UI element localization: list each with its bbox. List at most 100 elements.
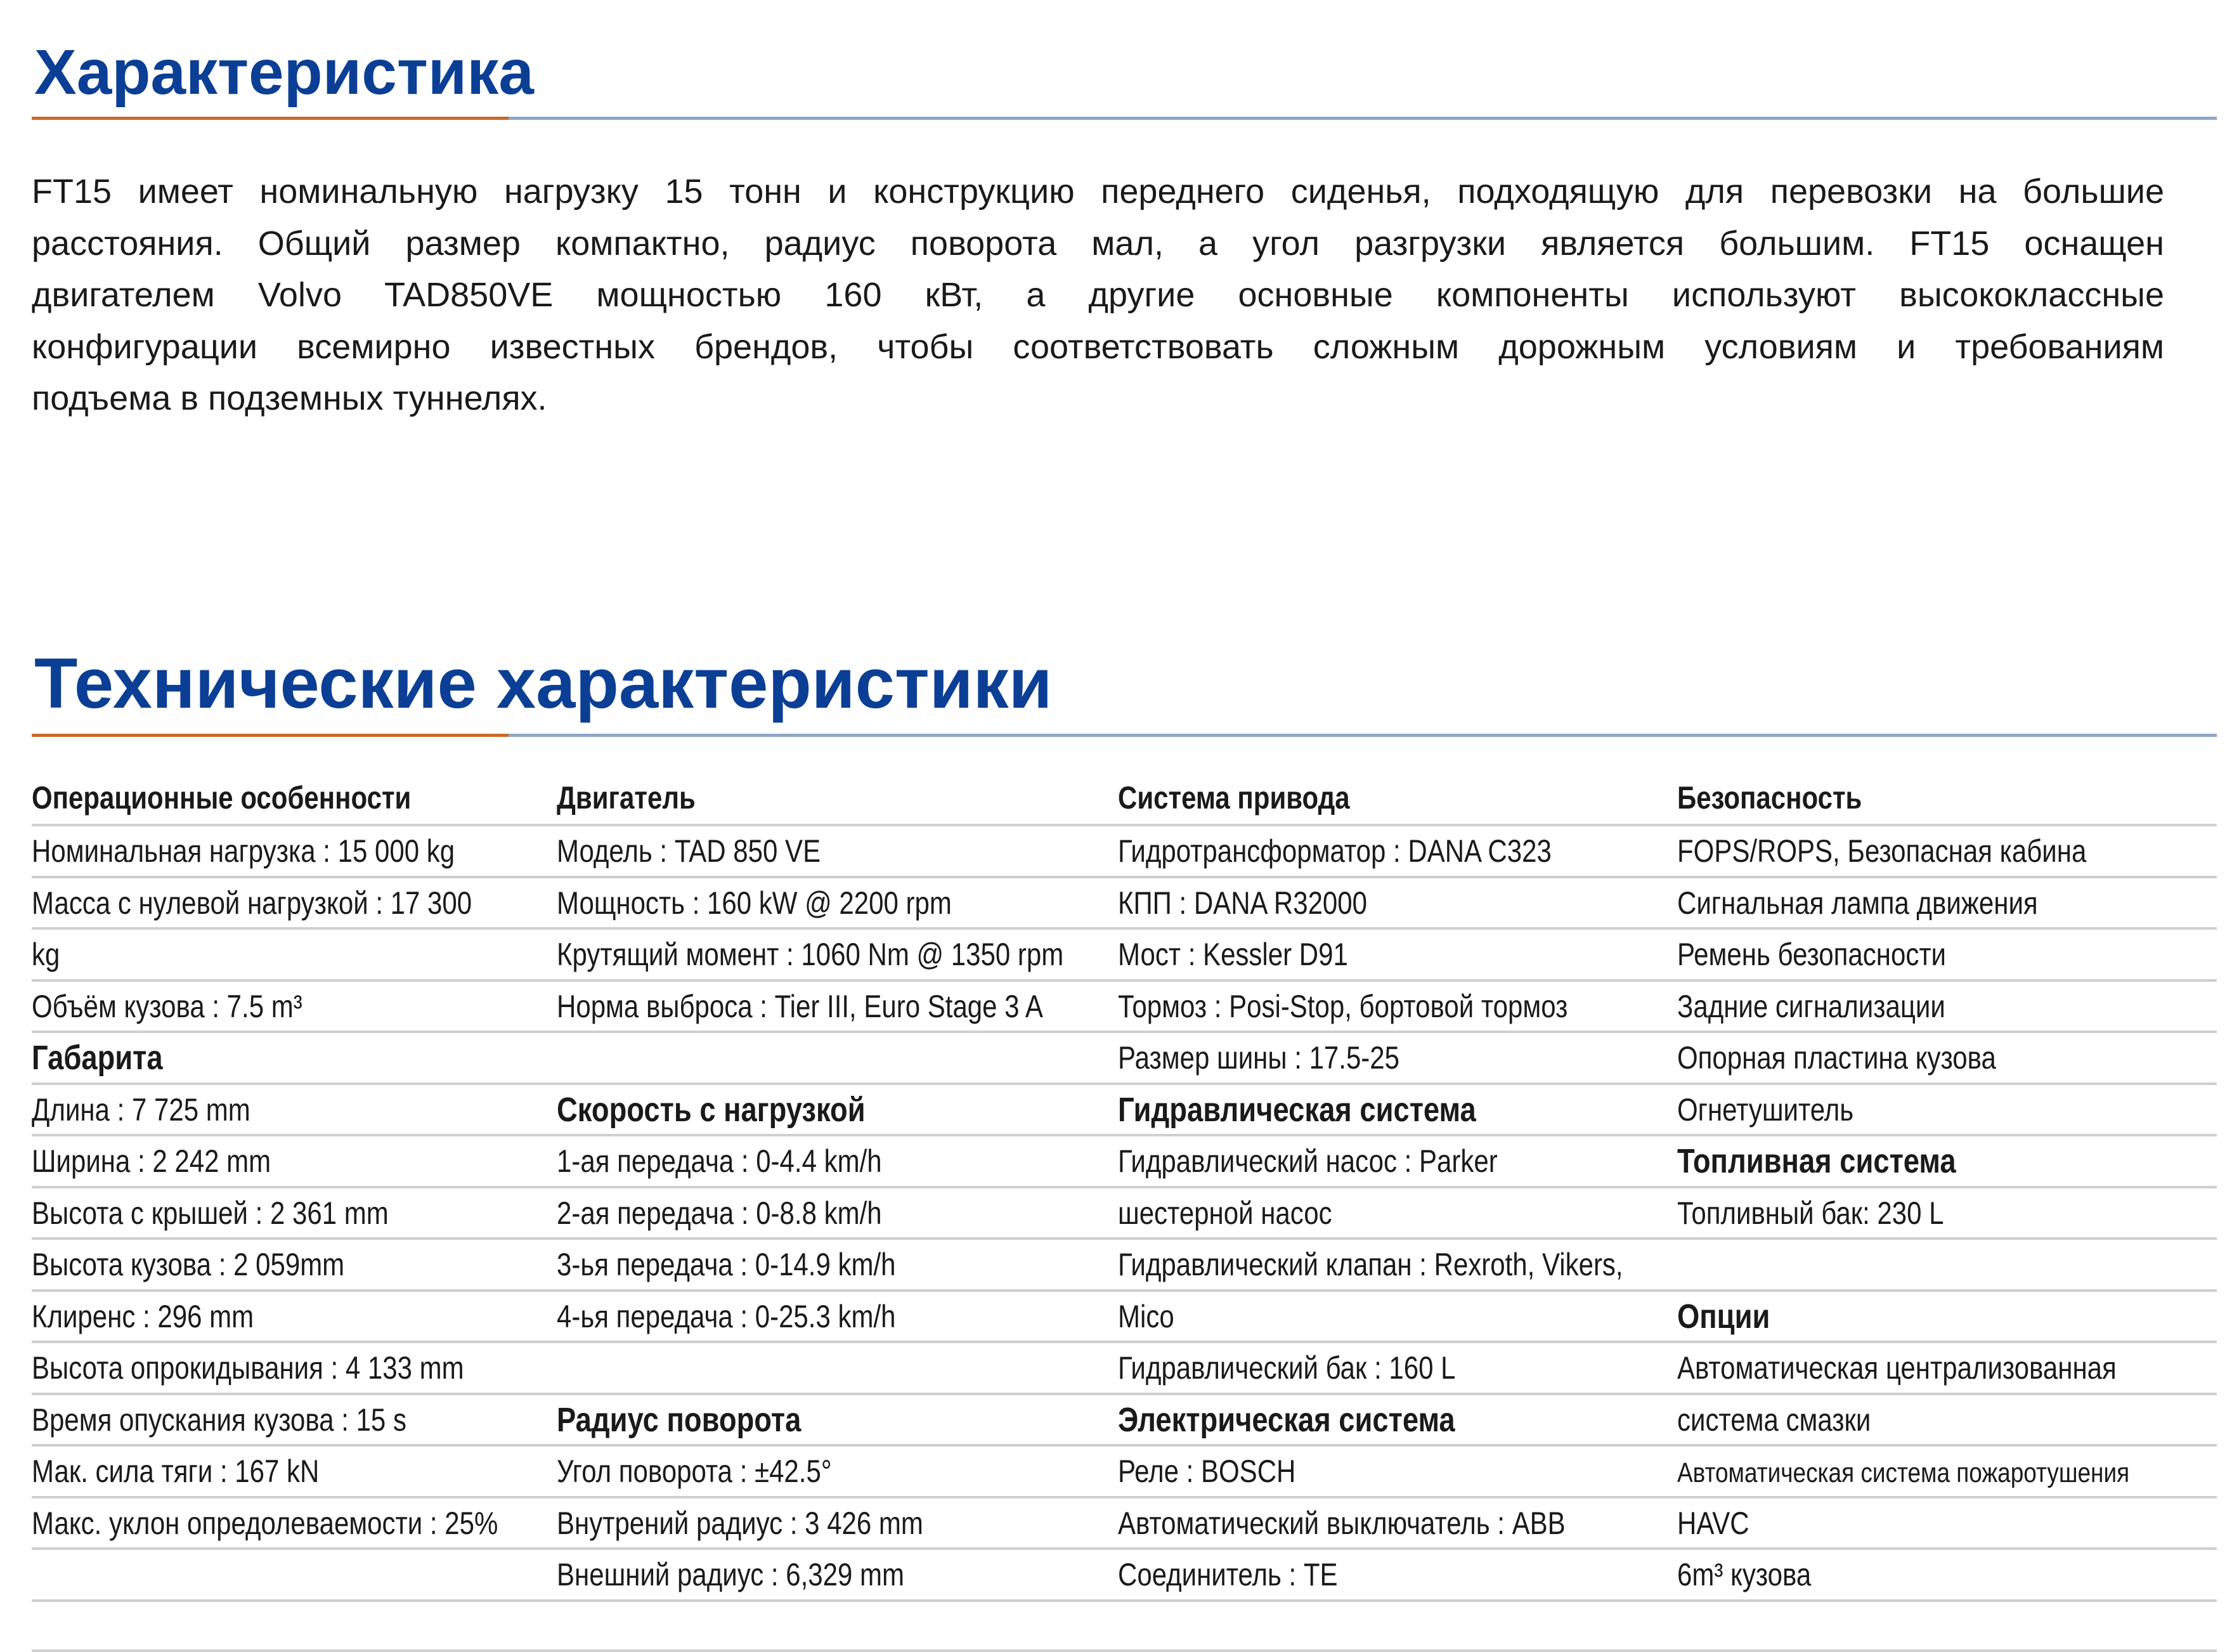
- group-heading-text: Гидравлическая система: [1118, 1090, 1476, 1129]
- column-header: Двигатель: [557, 772, 1160, 826]
- row-divider: [32, 1082, 2217, 1085]
- spec-row: Топливный бак: 230 L: [1677, 1188, 2216, 1240]
- row-divider: [32, 1341, 2217, 1343]
- spec-value: Тормоз : Posi-Stop, бортовой тормоз: [1118, 988, 1568, 1024]
- group-heading: Радиус поворота: [557, 1395, 1160, 1447]
- column-header: Операционные особенности: [32, 772, 587, 826]
- row-divider: [32, 1547, 2217, 1550]
- spec-row: система смазки: [1677, 1395, 2216, 1447]
- spec-row: Гидротрансформатор : DANA C323: [1118, 826, 1719, 878]
- spec-row: Модель : TAD 850 VE: [557, 826, 1160, 878]
- spec-value: kg: [32, 937, 60, 972]
- spec-row: [557, 1343, 1160, 1395]
- spec-row: 3-ья передача : 0-14.9 km/h: [557, 1239, 1160, 1291]
- title-underline-accent: [32, 117, 509, 120]
- group-heading-text: Электрическая система: [1118, 1400, 1455, 1439]
- description-paragraph: FT15 имеет номинальную нагрузку 15 тонн …: [32, 166, 2164, 425]
- paragraph-line: FT15 имеет номинальную нагрузку 15 тонн …: [32, 172, 2164, 211]
- spec-value: Модель : TAD 850 VE: [557, 833, 821, 869]
- spec-row: Высота кузова : 2 059mm: [32, 1239, 587, 1291]
- spec-value: 1-ая передача : 0-4.4 km/h: [557, 1143, 882, 1179]
- spec-row: Крутящий момент : 1060 Nm @ 1350 rpm: [557, 929, 1160, 981]
- spec-value: Гидравлический насос : Parker: [1118, 1143, 1498, 1179]
- spec-row: Соединитель : TE: [1118, 1549, 1719, 1601]
- spec-row: kg: [32, 929, 587, 981]
- spec-value: 4-ья передача : 0-25.3 km/h: [557, 1298, 896, 1334]
- row-divider: [32, 875, 2217, 878]
- spec-value: Огнетушитель: [1677, 1091, 1854, 1128]
- row-divider: [32, 1444, 2217, 1447]
- spec-value: Мост : Kessler D91: [1118, 937, 1348, 972]
- row-divider: [32, 927, 2217, 930]
- spec-value: Автоматическая централизованная: [1677, 1350, 2117, 1386]
- spec-row: Мощность : 160 kW @ 2200 rpm: [557, 878, 1160, 930]
- spec-value: Крутящий момент : 1060 Nm @ 1350 rpm: [557, 937, 1064, 972]
- row-divider: [32, 1289, 2217, 1292]
- spec-row: Номинальная нагрузка : 15 000 kg: [32, 826, 587, 878]
- spec-value: Время опускания кузова : 15 s: [32, 1402, 406, 1438]
- spec-row: Автоматическая централизованная: [1677, 1343, 2216, 1395]
- spec-column: Двигатель Модель : TAD 850 VE Мощность : 1…: [557, 772, 1160, 1601]
- spec-value: Масса с нулевой нагрузкой : 17 300: [32, 885, 472, 921]
- paragraph-line: расстояния. Общий размер компактно, ради…: [32, 224, 2164, 263]
- spec-value: Угол поворота : ±42.5°: [557, 1454, 832, 1489]
- spec-value: Гидравлический бак : 160 L: [1118, 1350, 1456, 1386]
- spec-value: Высота с крышей : 2 361 mm: [32, 1195, 389, 1231]
- spec-row: Норма выброса : Tier III, Euro Stage 3 A: [557, 981, 1160, 1033]
- spec-row: Гидравлический насос : Parker: [1118, 1136, 1719, 1188]
- spec-row: Тормоз : Posi-Stop, бортовой тормоз: [1118, 981, 1719, 1033]
- group-heading: Топливная система: [1677, 1136, 2216, 1188]
- spec-row: Задние сигнализации: [1677, 981, 2216, 1033]
- spec-value: HAVC: [1677, 1505, 1749, 1541]
- spec-row: Мост : Kessler D91: [1118, 929, 1719, 981]
- spec-value: Клиренс : 296 mm: [32, 1298, 254, 1334]
- spec-column: Операционные особенности Номинальная нагр…: [32, 772, 587, 1601]
- spec-row: [1677, 1239, 2216, 1291]
- spec-row: Автоматический выключатель : ABB: [1118, 1498, 1719, 1550]
- spec-row: Внутрений радиус : 3 426 mm: [557, 1498, 1160, 1550]
- spec-row: Ширина : 2 242 mm: [32, 1136, 587, 1188]
- row-divider: [32, 1134, 2217, 1136]
- spec-row: Гидравлический клапан : Rexroth, Vikers,: [1118, 1239, 1719, 1291]
- group-heading-text: Топливная система: [1677, 1142, 1956, 1180]
- spec-row: КПП : DANA R32000: [1118, 878, 1719, 930]
- group-heading: Электрическая система: [1118, 1395, 1719, 1447]
- spec-row: Мак. сила тяги : 167 kN: [32, 1446, 587, 1498]
- spec-row: FOPS/ROPS, Безопасная кабина: [1677, 826, 2216, 878]
- section-title-specifications: Технические характеристики: [34, 644, 1053, 723]
- spec-value: шестерной насос: [1118, 1195, 1332, 1231]
- spec-row: Макс. уклон опредолеваемости : 25%: [32, 1498, 587, 1550]
- row-divider: [32, 1237, 2217, 1240]
- row-divider: [32, 1031, 2217, 1033]
- group-heading: Гидравлическая система: [1118, 1084, 1719, 1136]
- spec-value: Мак. сила тяги : 167 kN: [32, 1454, 320, 1489]
- spec-row: 1-ая передача : 0-4.4 km/h: [557, 1136, 1160, 1188]
- column-header-text: Безопасность: [1677, 780, 1862, 816]
- paragraph-line: двигателем Volvo TAD850VE мощностью 160 …: [32, 276, 2164, 314]
- title-underline: [32, 734, 2217, 737]
- paragraph-line: конфигурации всемирно известных брендов,…: [32, 327, 2164, 366]
- section-title-characteristics: Характеристика: [34, 37, 534, 108]
- group-heading: Скорость с нагрузкой: [557, 1084, 1160, 1136]
- spec-value: FOPS/ROPS, Безопасная кабина: [1677, 833, 2087, 869]
- spec-value: Норма выброса : Tier III, Euro Stage 3 A: [557, 988, 1043, 1024]
- group-heading: Опции: [1677, 1291, 2216, 1343]
- row-divider: [32, 979, 2217, 982]
- spec-row: HAVC: [1677, 1498, 2216, 1550]
- spec-row: Mico: [1118, 1291, 1719, 1343]
- spec-value: Высота опрокидывания : 4 133 mm: [32, 1350, 464, 1386]
- spec-row: 2-ая передача : 0-8.8 km/h: [557, 1188, 1160, 1240]
- spec-value: Высота кузова : 2 059mm: [32, 1247, 345, 1282]
- spec-value: Опорная пластина кузова: [1677, 1040, 1996, 1076]
- spec-value: Ширина : 2 242 mm: [32, 1143, 271, 1179]
- spec-value: Топливный бак: 230 L: [1677, 1195, 1944, 1231]
- spec-row: Внешний радиус : 6,329 mm: [557, 1549, 1160, 1601]
- spec-row: Высота с крышей : 2 361 mm: [32, 1188, 587, 1240]
- bottom-divider: [32, 1649, 2217, 1652]
- spec-value: 3-ья передача : 0-14.9 km/h: [557, 1247, 896, 1282]
- group-heading-text: Радиус поворота: [557, 1400, 801, 1439]
- title-underline-accent: [32, 734, 509, 737]
- group-heading-text: Габарита: [32, 1039, 163, 1077]
- group-heading-text: Скорость с нагрузкой: [557, 1090, 866, 1129]
- spec-row: Реле : BOSCH: [1118, 1446, 1719, 1498]
